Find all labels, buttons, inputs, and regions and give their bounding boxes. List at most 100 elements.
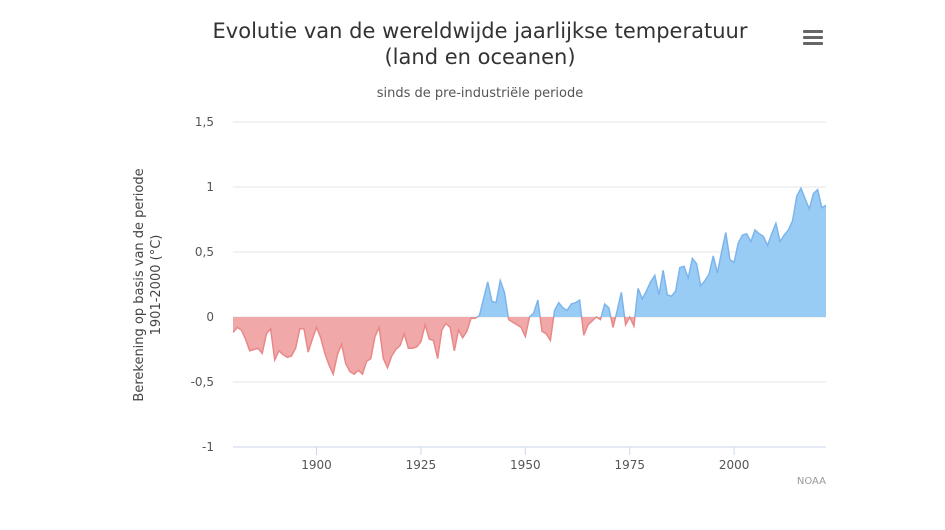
data-point <box>235 325 239 329</box>
data-point <box>544 332 548 336</box>
data-point <box>436 357 440 361</box>
data-point <box>703 279 707 283</box>
data-point <box>807 207 811 211</box>
data-point <box>473 316 477 320</box>
data-point <box>273 358 277 362</box>
data-point <box>532 311 536 315</box>
data-point <box>239 328 243 332</box>
data-point <box>344 362 348 366</box>
data-point <box>657 293 661 297</box>
data-point <box>649 280 653 284</box>
data-point <box>335 353 339 357</box>
data-point <box>264 332 268 336</box>
data-point <box>423 323 427 327</box>
data-point <box>519 325 523 329</box>
data-point <box>540 329 544 333</box>
data-point <box>816 188 820 192</box>
data-point <box>502 290 506 294</box>
hamburger-menu-icon[interactable] <box>801 27 825 47</box>
data-point <box>431 338 435 342</box>
data-point <box>256 346 260 350</box>
series-line-positive <box>475 186 826 317</box>
data-point <box>248 349 252 353</box>
data-point <box>766 244 770 248</box>
data-point <box>444 322 448 326</box>
data-point <box>782 233 786 237</box>
data-point <box>260 351 264 355</box>
data-point <box>281 353 285 357</box>
data-point <box>289 354 293 358</box>
data-point <box>360 372 364 376</box>
data-point <box>477 314 481 318</box>
data-point <box>523 335 527 339</box>
data-point <box>724 231 728 235</box>
data-point <box>298 327 302 331</box>
area-negative <box>233 317 826 375</box>
data-point <box>578 298 582 302</box>
data-point <box>661 268 665 272</box>
y-tick-label: 0 <box>206 310 214 324</box>
data-point <box>824 203 828 207</box>
area-positive <box>233 188 826 317</box>
data-point <box>682 264 686 268</box>
data-point <box>369 357 373 361</box>
data-point <box>757 232 761 236</box>
data-point <box>619 290 623 294</box>
data-point <box>786 228 790 232</box>
data-point <box>586 323 590 327</box>
data-point <box>720 250 724 254</box>
data-point <box>598 318 602 322</box>
data-point <box>753 228 757 232</box>
data-point <box>465 329 469 333</box>
data-point <box>528 315 532 319</box>
data-point <box>770 232 774 236</box>
data-point <box>774 221 778 225</box>
y-tick-label: 0,5 <box>195 245 214 259</box>
data-point <box>452 349 456 353</box>
data-point <box>331 372 335 376</box>
data-point <box>669 294 673 298</box>
data-point <box>386 366 390 370</box>
data-point <box>603 302 607 306</box>
data-point <box>277 349 281 353</box>
data-point <box>740 233 744 237</box>
data-point <box>498 279 502 283</box>
data-point <box>565 309 569 313</box>
x-tick-label: 1950 <box>510 458 541 472</box>
data-point <box>306 350 310 354</box>
data-point <box>419 340 423 344</box>
data-point <box>749 240 753 244</box>
data-point <box>244 337 248 341</box>
data-point <box>398 344 402 348</box>
data-point <box>231 331 235 335</box>
data-point <box>310 337 314 341</box>
data-point <box>632 324 636 328</box>
data-point <box>356 368 360 372</box>
data-point <box>644 289 648 293</box>
credits-link[interactable]: NOAA <box>796 476 826 487</box>
data-point <box>761 234 765 238</box>
y-tick-label: -0,5 <box>191 375 214 389</box>
chart-title-line-1: Evolutie van de wereldwijde jaarlijkse t… <box>212 19 748 43</box>
data-point <box>674 289 678 293</box>
data-point <box>511 320 515 324</box>
data-point <box>795 194 799 198</box>
data-point <box>611 325 615 329</box>
data-point <box>811 192 815 196</box>
data-point <box>561 306 565 310</box>
data-point <box>711 254 715 258</box>
data-point <box>665 293 669 297</box>
data-point <box>381 357 385 361</box>
data-point <box>294 346 298 350</box>
data-point <box>490 299 494 303</box>
data-point <box>699 284 703 288</box>
data-point <box>319 336 323 340</box>
data-point <box>636 286 640 290</box>
data-point <box>269 327 273 331</box>
series-line-negative <box>233 317 636 377</box>
data-point <box>365 359 369 363</box>
data-point <box>553 309 557 313</box>
data-point <box>427 337 431 341</box>
data-point <box>690 257 694 261</box>
